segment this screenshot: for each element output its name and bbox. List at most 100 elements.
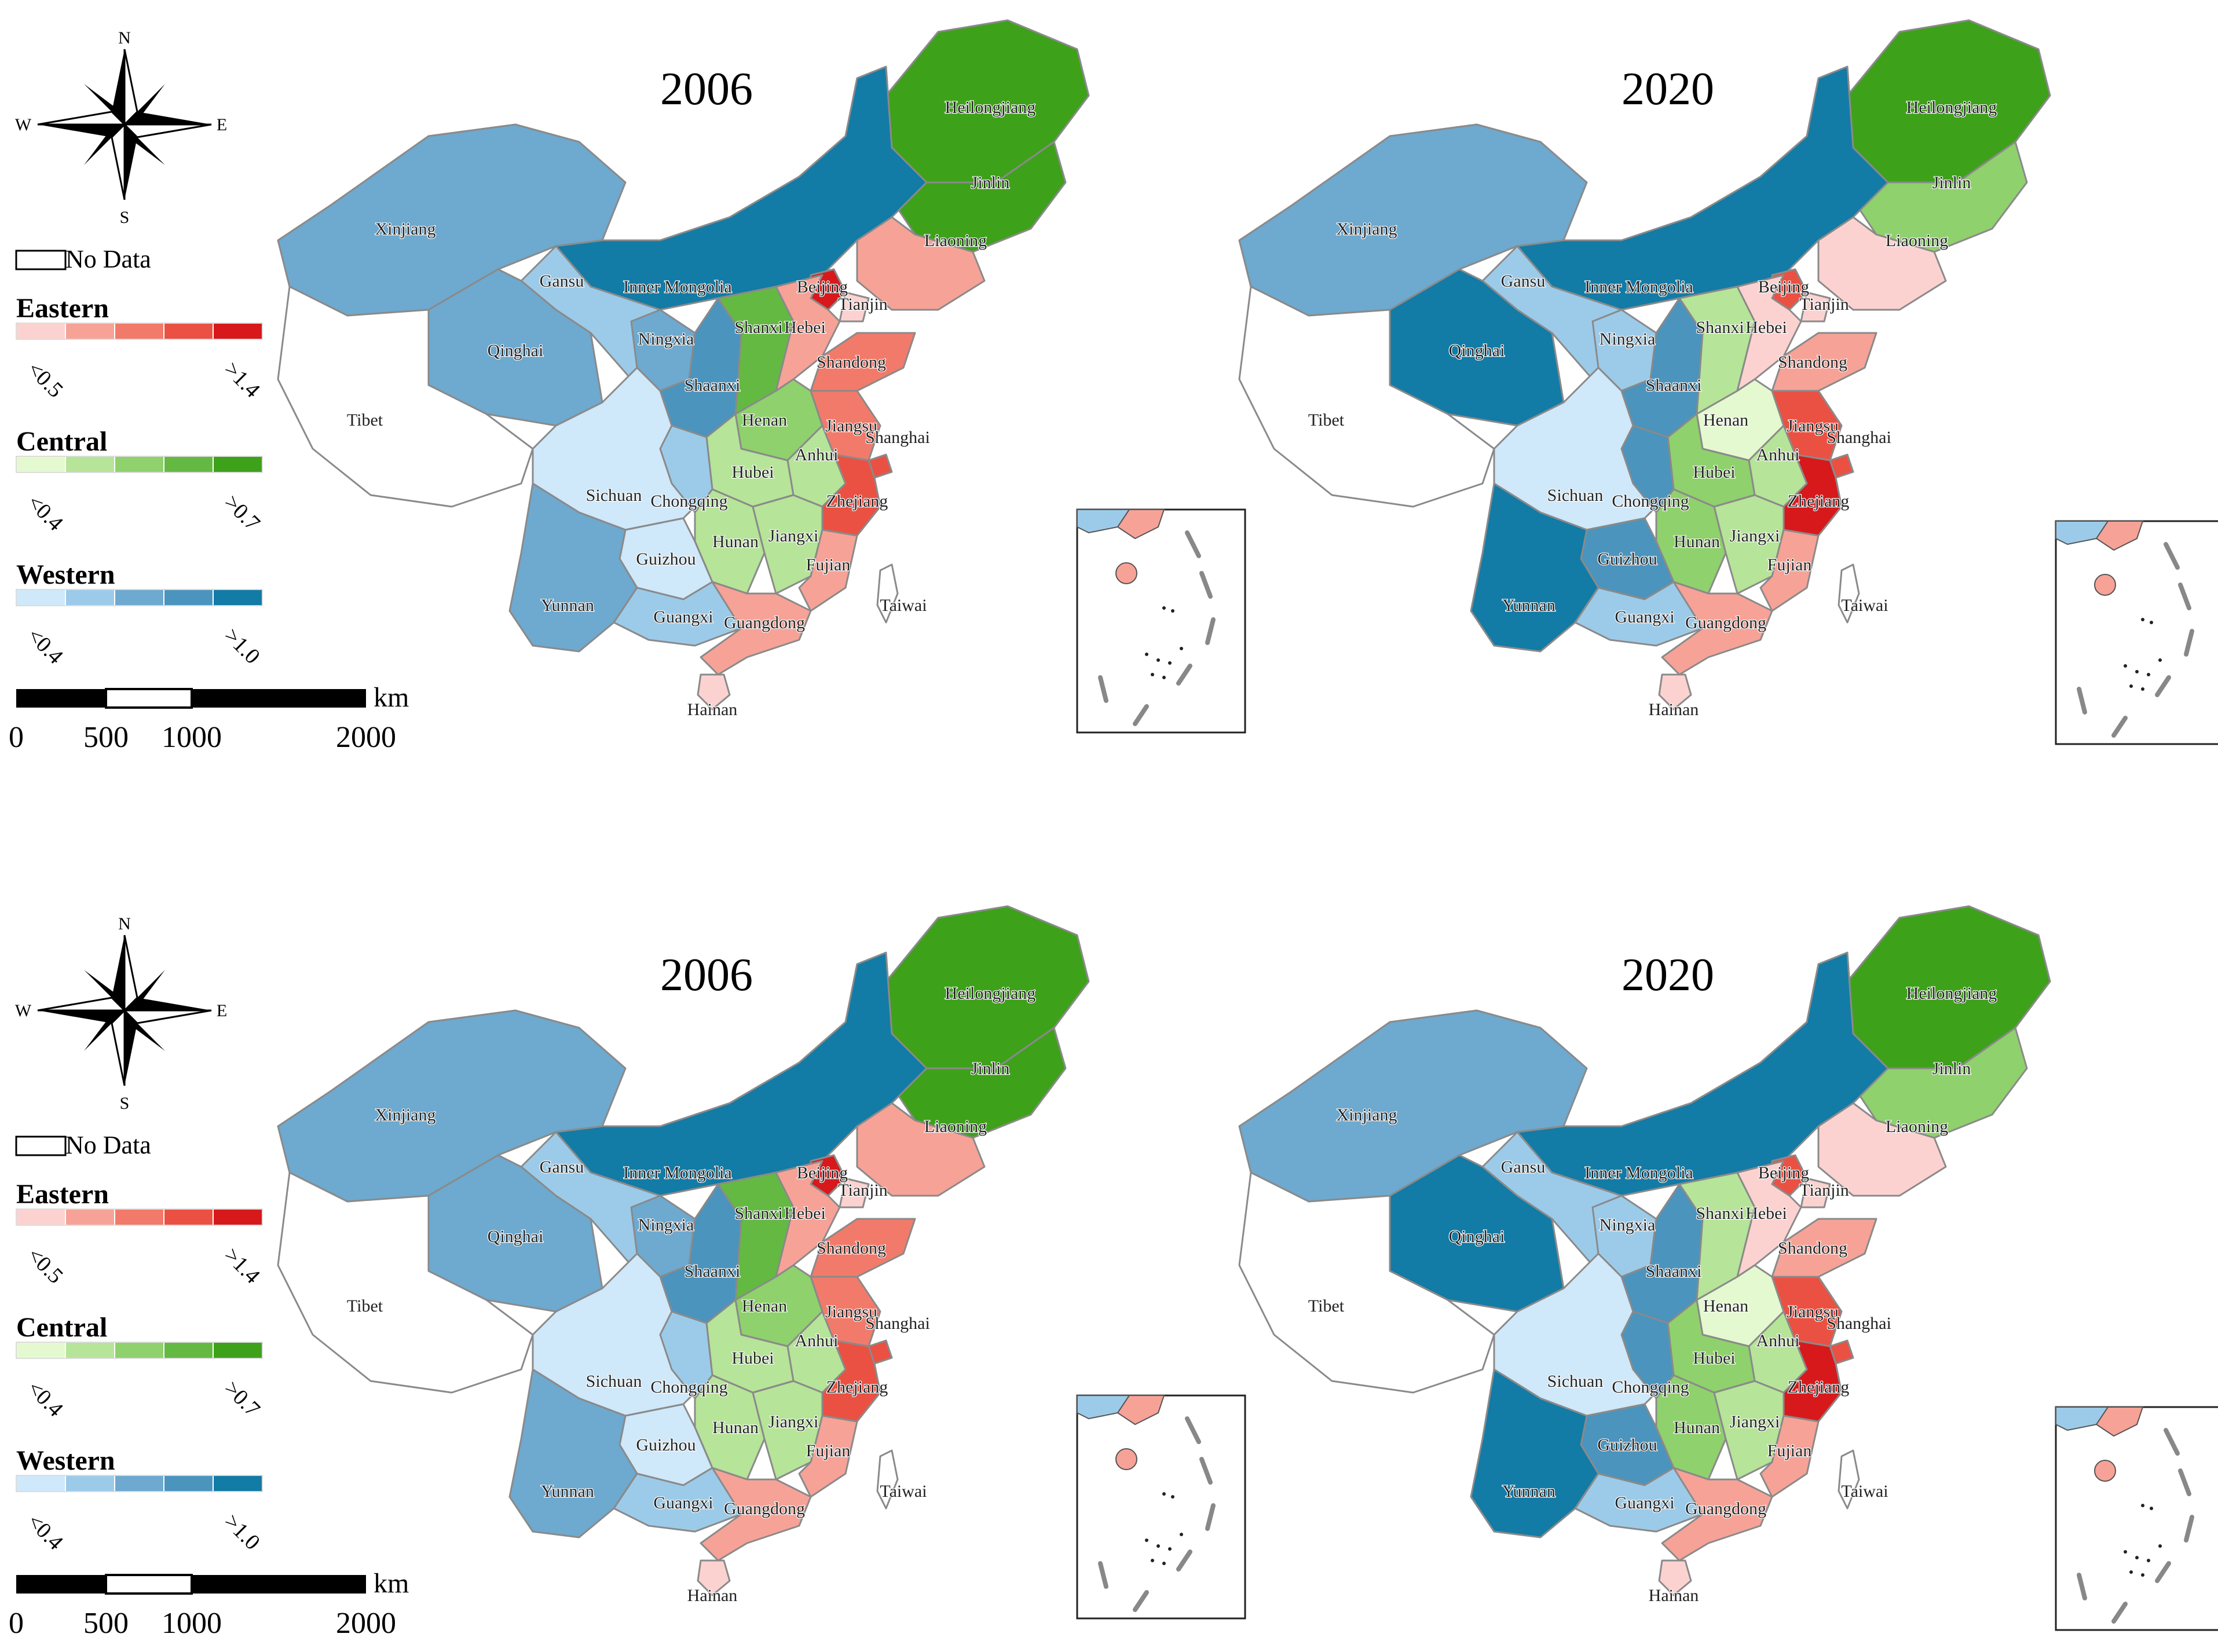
inset-island-dot: [1180, 1533, 1183, 1536]
province-label: Beijing: [797, 277, 848, 296]
province-label: Shaanxi: [1646, 376, 1702, 395]
province-label: Chongqing: [650, 492, 727, 511]
inset-island-dot: [2150, 1507, 2153, 1510]
province-label: Heilongjiang: [1906, 98, 1997, 117]
legend-swatch: [65, 1208, 115, 1226]
province-label: Guizhou: [636, 1435, 696, 1455]
inset-island-dot: [1162, 606, 1166, 610]
compass-arm: [112, 935, 125, 1010]
province-label: Hubei: [1693, 1349, 1735, 1368]
province-label: Shaanxi: [685, 376, 741, 395]
province-label: Hainan: [687, 1586, 738, 1605]
compass-arm: [122, 123, 212, 138]
scale-tick-label: 0: [9, 1607, 24, 1640]
inset-dash-line: [1185, 530, 1201, 558]
province-label: Shaanxi: [1646, 1262, 1702, 1281]
province-label: Hainan: [1649, 1586, 1699, 1605]
province-region: [1661, 1467, 1773, 1562]
province-label: Sichuan: [586, 1372, 642, 1391]
province-label: Yunnan: [1502, 596, 1555, 615]
legend-swatch: [163, 1475, 214, 1492]
inset-island-dot: [2129, 684, 2133, 688]
province-label: Xinjiang: [375, 219, 436, 239]
legend-swatch: [163, 456, 214, 473]
province-label: Jiangxi: [768, 526, 819, 545]
legend-high-label: >1.0: [219, 1510, 265, 1555]
compass-arm: [38, 124, 125, 137]
province-label: Gansu: [540, 272, 584, 291]
inset-dash-line: [2178, 583, 2191, 610]
compass-arm: [111, 122, 126, 200]
province-label: Hainan: [1649, 700, 1699, 719]
province-region: [1658, 673, 1692, 710]
province-label: Hunan: [1674, 532, 1720, 551]
legend-swatch: [213, 323, 263, 340]
province-label: Fujian: [806, 555, 851, 574]
compass-arm: [125, 124, 137, 200]
legend-swatch: [65, 1475, 115, 1492]
province-label: Guangxi: [1615, 607, 1674, 627]
province-region: [1838, 1449, 1860, 1510]
inset-hainan: [1115, 562, 1137, 584]
province-label: Jiangsu: [1787, 1302, 1839, 1321]
legend-swatch: [114, 323, 164, 340]
province-label: Tianjin: [838, 295, 888, 314]
inset-land-west: [2055, 521, 2109, 545]
province-label: Shanxi: [734, 1204, 782, 1223]
province-region: [277, 1171, 534, 1394]
legend-swatch: [163, 1342, 214, 1359]
province-label: Sichuan: [1547, 1372, 1604, 1391]
province-region: [1852, 1027, 2028, 1139]
province-region: [1852, 141, 2028, 253]
compass-arm: [123, 49, 138, 127]
province-region: [700, 581, 812, 676]
map-panel-p2: 2020 Heilongjiang Jinlin Liaoning Inner Mong…: [1238, 19, 2218, 745]
province-region: [1736, 1160, 1802, 1278]
compass-arm: [84, 84, 125, 124]
inset-dash-line: [2184, 1515, 2194, 1543]
province-region: [891, 1027, 1067, 1139]
legend-high-label: >1.4: [219, 1243, 265, 1288]
legend-high-label: >0.7: [219, 490, 265, 536]
province-label: Fujian: [806, 1441, 851, 1460]
legend-swatch-frame: [16, 1208, 263, 1226]
inset-island-dot: [2141, 687, 2144, 691]
inset-dash-line: [2164, 542, 2180, 570]
province-label: Hunan: [712, 532, 759, 551]
province-label: Shanxi: [1696, 318, 1744, 337]
inset-dash-line: [1098, 1561, 1108, 1589]
province-label: Hunan: [712, 1418, 759, 1437]
province-label: Anhui: [1756, 445, 1800, 464]
scale-unit: km: [374, 1568, 409, 1599]
inset-island-dot: [1168, 1547, 1172, 1551]
inset-island-dot: [2141, 1504, 2144, 1507]
south-china-sea-inset: [1076, 1394, 1246, 1620]
inset-dash-line: [1199, 1457, 1213, 1485]
province-label: Tibet: [347, 411, 383, 430]
province-region: [839, 1177, 870, 1208]
province-label: Xinjiang: [1337, 219, 1397, 239]
inset-island-dot: [1156, 658, 1160, 662]
legend-high-label: >1.0: [219, 624, 265, 669]
province-label: Guangdong: [724, 1499, 805, 1518]
legend-swatch: [163, 1208, 214, 1226]
compass-arm: [125, 1010, 137, 1086]
inset-land-west: [2055, 1406, 2109, 1431]
province-label: Jiangsu: [825, 1302, 877, 1321]
province-label: Anhui: [795, 1331, 839, 1350]
province-label: Jinlin: [971, 1059, 1010, 1078]
inset-island-dot: [1145, 1539, 1148, 1542]
compass-rose-icon: N S W E: [15, 28, 227, 227]
legend-swatch: [16, 1342, 66, 1359]
legend-swatch: [213, 1475, 263, 1492]
province-label: Hubei: [1693, 463, 1735, 482]
inset-hainan: [1115, 1448, 1137, 1470]
inset-dash-line: [1205, 617, 1216, 645]
province-region: [1238, 285, 1495, 508]
province-label: Guangdong: [724, 613, 805, 632]
province-label: Anhui: [795, 445, 839, 464]
province-label: Chongqing: [1612, 1378, 1689, 1397]
province-label: Hebei: [1745, 1204, 1787, 1223]
inset-island-dot: [2124, 1550, 2127, 1554]
province-label: Shandong: [817, 1239, 886, 1258]
